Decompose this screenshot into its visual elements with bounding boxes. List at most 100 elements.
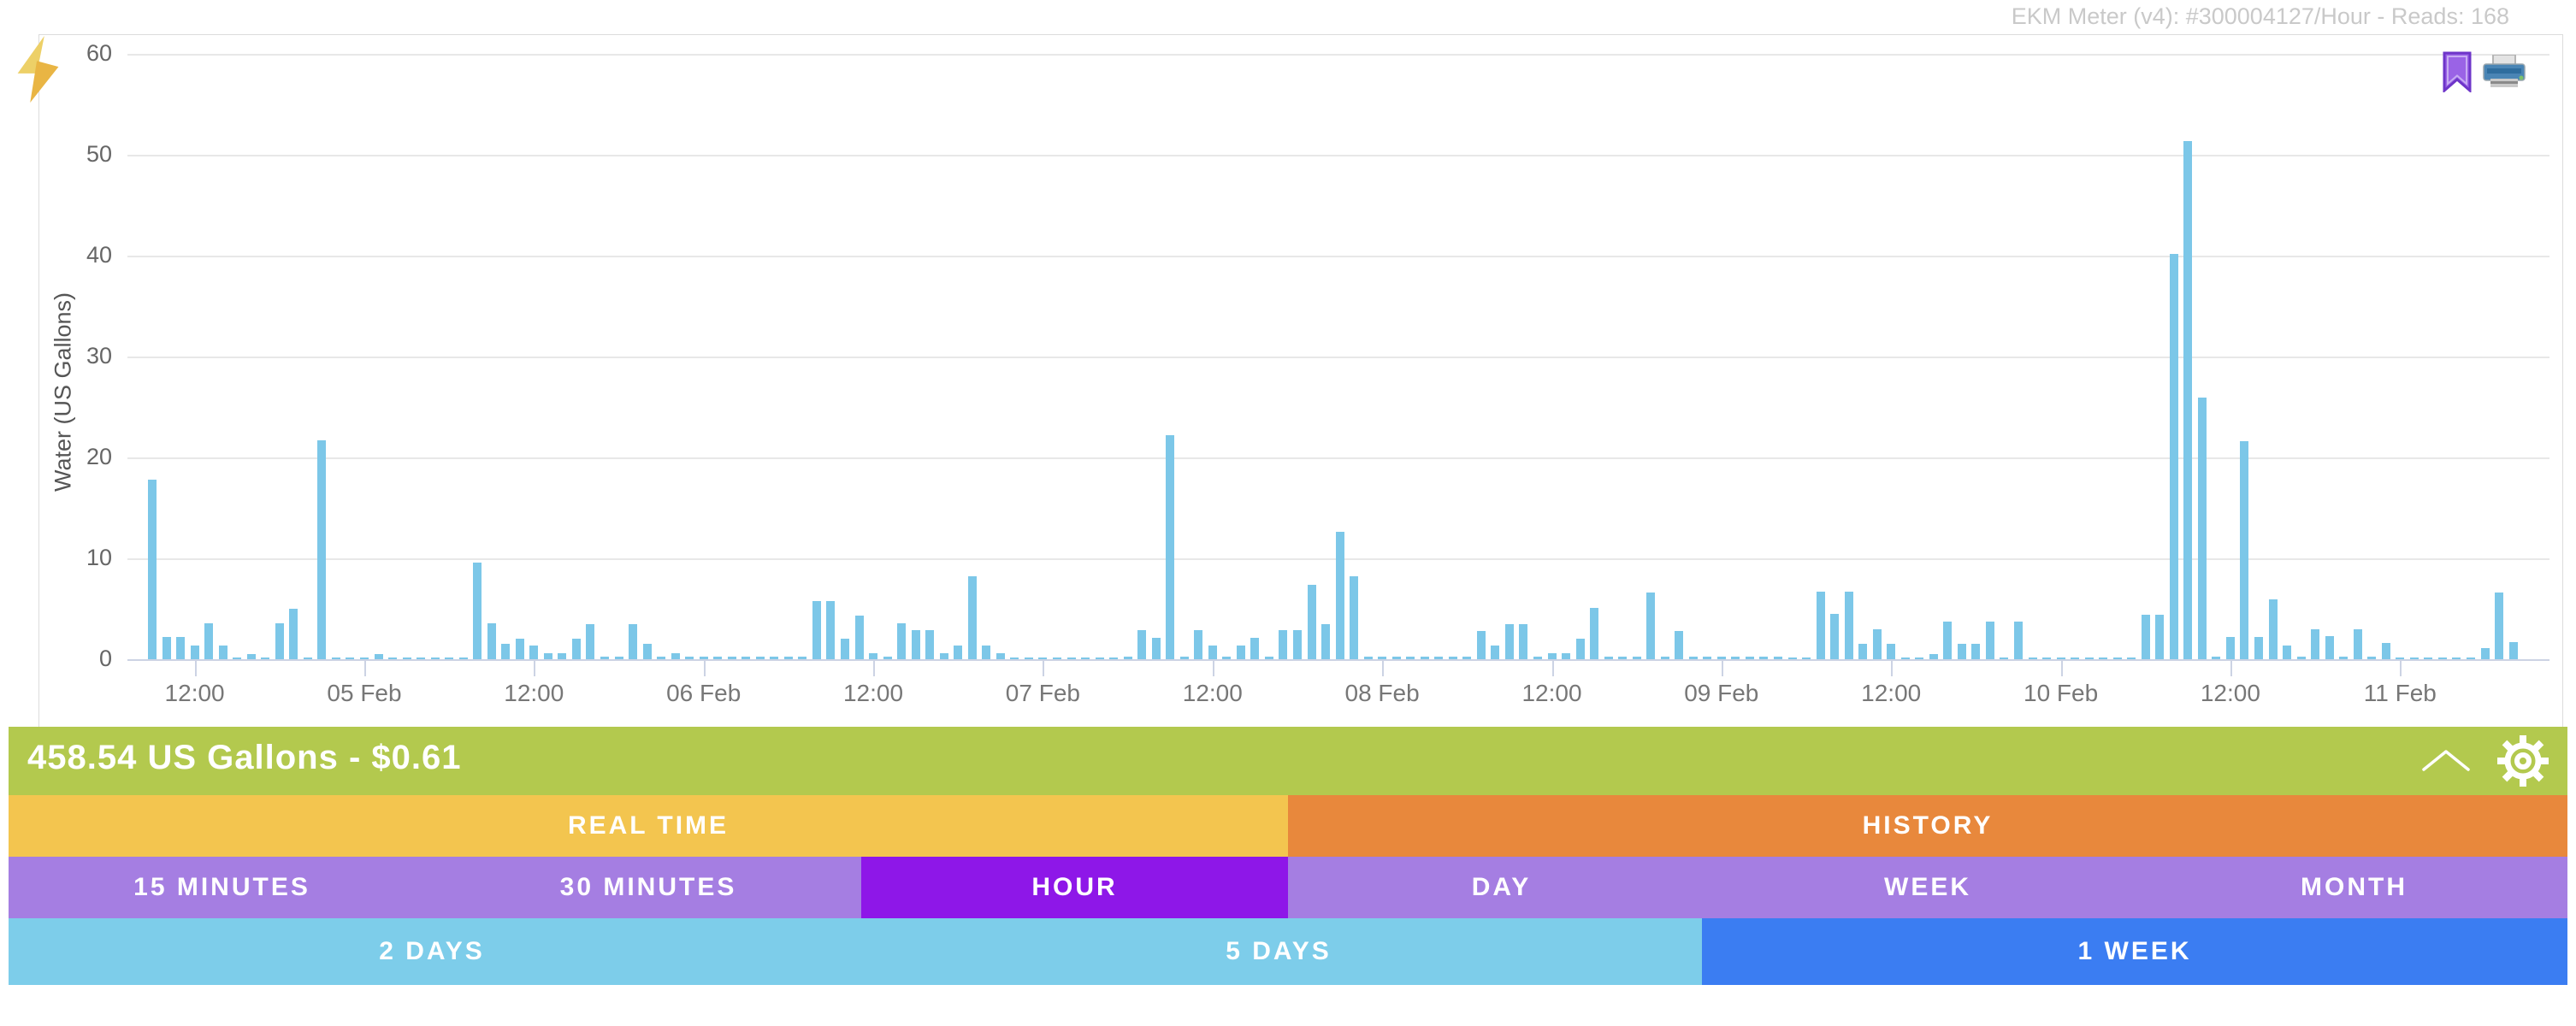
water-usage-bar[interactable]: [1575, 639, 1585, 659]
water-usage-bar[interactable]: [1208, 645, 1217, 659]
water-usage-bar[interactable]: [1887, 644, 1896, 659]
water-usage-bar[interactable]: [1547, 652, 1557, 659]
water-usage-bar[interactable]: [2311, 628, 2320, 659]
water-usage-bar[interactable]: [1802, 657, 1811, 659]
water-usage-bar[interactable]: [2508, 641, 2518, 659]
water-usage-bar[interactable]: [1378, 656, 1387, 659]
water-usage-bar[interactable]: [1604, 656, 1613, 659]
water-usage-bar[interactable]: [1406, 656, 1415, 659]
water-usage-bar[interactable]: [2367, 656, 2377, 659]
water-usage-bar[interactable]: [629, 623, 637, 659]
water-usage-bar[interactable]: [826, 600, 836, 659]
water-usage-bar[interactable]: [2409, 657, 2419, 659]
water-usage-bar[interactable]: [2283, 645, 2291, 659]
water-usage-bar[interactable]: [2099, 657, 2108, 659]
water-usage-bar[interactable]: [897, 622, 907, 659]
water-usage-bar[interactable]: [798, 656, 807, 659]
range-1-week-button[interactable]: 1 WEEK: [1702, 918, 2567, 985]
water-usage-bar[interactable]: [275, 622, 284, 659]
water-usage-bar[interactable]: [176, 637, 186, 659]
water-usage-bar[interactable]: [1222, 656, 1232, 659]
water-usage-bar[interactable]: [2155, 615, 2165, 659]
water-usage-bar[interactable]: [939, 652, 948, 659]
water-usage-bar[interactable]: [2000, 657, 2009, 659]
water-usage-bar[interactable]: [1971, 644, 1981, 659]
water-usage-bar[interactable]: [1279, 629, 1288, 659]
water-usage-bar[interactable]: [671, 652, 680, 659]
water-usage-bar[interactable]: [162, 637, 171, 659]
water-usage-bar[interactable]: [2169, 253, 2178, 659]
water-usage-bar[interactable]: [360, 657, 369, 659]
water-usage-bar[interactable]: [1858, 644, 1868, 659]
water-usage-bar[interactable]: [1250, 638, 1260, 659]
water-usage-bar[interactable]: [1759, 656, 1769, 659]
water-usage-bar[interactable]: [2339, 656, 2349, 659]
gear-icon[interactable]: [2496, 734, 2550, 788]
water-usage-bar[interactable]: [1391, 656, 1401, 659]
interval-hour-button[interactable]: HOUR: [861, 857, 1288, 918]
water-usage-bar[interactable]: [204, 622, 214, 659]
water-usage-bar[interactable]: [2014, 622, 2023, 659]
water-usage-bar[interactable]: [303, 657, 312, 659]
water-usage-bar[interactable]: [1434, 656, 1444, 659]
water-usage-bar[interactable]: [2084, 657, 2094, 659]
water-usage-bar[interactable]: [1504, 623, 1514, 659]
water-usage-bar[interactable]: [1562, 652, 1570, 659]
water-usage-bar[interactable]: [1590, 607, 1599, 659]
water-usage-bar[interactable]: [1292, 629, 1302, 659]
water-usage-bar[interactable]: [1519, 623, 1528, 659]
water-usage-bar[interactable]: [1688, 656, 1698, 659]
water-usage-bar[interactable]: [2296, 656, 2306, 659]
water-usage-bar[interactable]: [445, 657, 454, 659]
water-usage-bar[interactable]: [2268, 599, 2278, 659]
interval-30-minutes-button[interactable]: 30 MINUTES: [435, 857, 861, 918]
water-usage-bar[interactable]: [996, 652, 1005, 659]
water-usage-bar[interactable]: [1179, 656, 1189, 659]
water-usage-bar[interactable]: [2240, 441, 2249, 659]
water-usage-bar[interactable]: [2071, 657, 2080, 659]
water-usage-bar[interactable]: [1066, 657, 1076, 659]
water-usage-bar[interactable]: [1872, 628, 1882, 659]
water-usage-bar[interactable]: [600, 656, 609, 659]
water-usage-bar[interactable]: [854, 616, 864, 659]
water-usage-bar[interactable]: [1703, 656, 1712, 659]
water-usage-bar[interactable]: [1900, 657, 1910, 659]
water-usage-bar[interactable]: [346, 657, 355, 659]
water-usage-bar[interactable]: [1816, 591, 1825, 659]
water-usage-bar[interactable]: [1943, 622, 1953, 659]
water-usage-bar[interactable]: [1166, 435, 1175, 659]
interval-week-button[interactable]: WEEK: [1715, 857, 2141, 918]
water-usage-bar[interactable]: [1462, 656, 1472, 659]
water-usage-bar[interactable]: [246, 654, 256, 659]
water-usage-bar[interactable]: [2042, 657, 2051, 659]
water-usage-bar[interactable]: [2056, 657, 2065, 659]
water-usage-bar[interactable]: [1774, 656, 1782, 659]
water-usage-bar[interactable]: [458, 657, 468, 659]
water-usage-bar[interactable]: [1716, 656, 1726, 659]
water-usage-bar[interactable]: [2225, 637, 2235, 659]
water-usage-bar[interactable]: [1646, 593, 1656, 659]
water-usage-bar[interactable]: [1830, 613, 1840, 659]
water-usage-bar[interactable]: [967, 576, 977, 659]
water-usage-bar[interactable]: [1194, 629, 1203, 659]
water-usage-bar[interactable]: [2212, 656, 2221, 659]
interval-15-minutes-button[interactable]: 15 MINUTES: [9, 857, 435, 918]
water-usage-bar[interactable]: [2254, 637, 2263, 659]
water-usage-bar[interactable]: [571, 639, 581, 659]
water-usage-bar[interactable]: [261, 657, 270, 659]
interval-day-button[interactable]: DAY: [1288, 857, 1715, 918]
water-usage-bar[interactable]: [713, 656, 723, 659]
water-usage-bar[interactable]: [417, 657, 426, 659]
water-usage-bar[interactable]: [1929, 654, 1938, 659]
water-usage-bar[interactable]: [2480, 648, 2490, 659]
water-usage-bar[interactable]: [1335, 532, 1344, 659]
water-usage-bar[interactable]: [529, 645, 539, 659]
water-usage-bar[interactable]: [374, 654, 383, 659]
water-usage-bar[interactable]: [2325, 635, 2334, 659]
water-usage-bar[interactable]: [1010, 657, 1019, 659]
water-usage-bar[interactable]: [869, 652, 877, 659]
water-usage-bar[interactable]: [1024, 657, 1033, 659]
water-usage-bar[interactable]: [1109, 657, 1118, 659]
water-usage-bar[interactable]: [218, 645, 227, 659]
water-usage-bar[interactable]: [1052, 657, 1061, 659]
